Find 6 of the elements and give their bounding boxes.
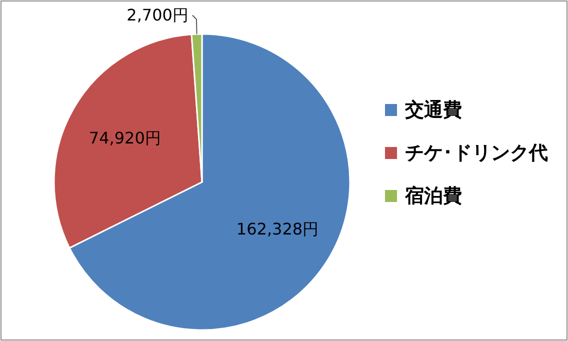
legend-label: 交通費 <box>404 99 462 121</box>
data-label: 2,700円 <box>126 6 188 25</box>
legend-label: 宿泊費 <box>404 185 462 207</box>
data-label: 162,328円 <box>236 219 319 238</box>
data-label: 74,920円 <box>88 128 161 148</box>
legend-label: チケ･ドリンク代 <box>405 142 548 164</box>
